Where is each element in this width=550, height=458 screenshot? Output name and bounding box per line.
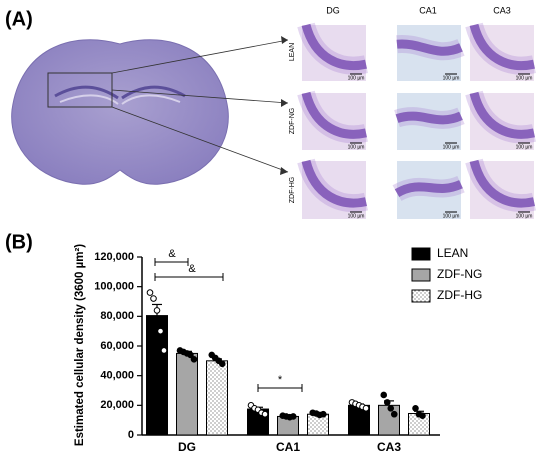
column-header: DG	[326, 5, 340, 15]
micrographs: 100 µm 100 µm 100 µm 100 µm 100 µm 100 µm 100 …	[297, 22, 536, 219]
legend-swatch	[411, 247, 431, 261]
data-point	[319, 410, 327, 418]
scale-label: 100 µm	[443, 75, 460, 81]
data-point	[150, 295, 157, 302]
y-tick-label: 80,000	[100, 310, 134, 322]
scale-label: 100 µm	[348, 213, 365, 219]
cell-layer	[396, 39, 463, 56]
y-axis-label: Estimated cellular density (3600 µm²)	[74, 244, 86, 446]
legend-label: ZDF-NG	[437, 267, 482, 281]
data-point	[190, 356, 198, 363]
cell-layer	[395, 111, 463, 125]
data-point	[160, 347, 168, 354]
cell-layer	[465, 158, 536, 212]
bar	[176, 352, 198, 436]
significance-label: &	[168, 248, 176, 260]
data-point	[157, 327, 164, 335]
y-tick-label: 60,000	[100, 340, 134, 352]
data-point	[218, 360, 226, 368]
cell-layer	[297, 90, 368, 144]
data-point	[261, 410, 269, 418]
bar	[146, 315, 168, 436]
cell-layer	[394, 179, 463, 198]
cell-layer	[465, 90, 536, 144]
brain-section	[11, 36, 289, 185]
legend-swatch	[411, 289, 431, 303]
column-header: CA1	[419, 5, 437, 15]
legend-label: ZDF-HG	[437, 288, 482, 302]
legend-label: LEAN	[437, 246, 468, 260]
row-header: LEAN	[289, 43, 296, 61]
panel-label: (B)	[5, 231, 33, 253]
x-tick-label: CA3	[377, 440, 401, 454]
data-point	[383, 399, 391, 406]
y-tick-label: 40,000	[100, 370, 134, 382]
cell-layer	[469, 23, 535, 70]
scale-label: 100 µm	[443, 213, 460, 219]
cell-layer	[301, 23, 367, 70]
cell-layer	[465, 22, 536, 75]
panel-label: (A)	[5, 8, 33, 30]
y-tick-label: 0	[128, 429, 134, 441]
cell-layer	[469, 91, 535, 139]
row-header: ZDF-NG	[289, 108, 296, 134]
cell-layer	[396, 35, 465, 61]
scale-label: 100 µm	[348, 144, 365, 150]
scale-label: 100 µm	[516, 144, 533, 150]
significance-label: &	[188, 263, 196, 275]
x-tick-label: DG	[178, 440, 196, 454]
y-tick-label: 120,000	[94, 251, 134, 263]
x-tick-label: CA1	[276, 440, 300, 454]
scale-label: 100 µm	[516, 75, 533, 81]
legend-swatch	[411, 268, 431, 282]
bar	[206, 360, 228, 436]
data-point	[362, 405, 370, 412]
data-point	[380, 391, 388, 399]
significance-label: *	[278, 374, 283, 386]
scale-label: 100 µm	[348, 75, 365, 81]
y-tick-label: 100,000	[94, 281, 134, 293]
column-header: CA3	[493, 5, 511, 15]
data-point	[146, 289, 154, 296]
cell-layer	[297, 22, 368, 75]
data-point	[419, 412, 426, 420]
row-header: ZDF-HG	[289, 177, 296, 203]
data-point	[187, 351, 194, 359]
scale-label: 100 µm	[443, 144, 460, 150]
cell-layer	[394, 107, 465, 129]
data-point	[289, 413, 297, 420]
cell-layer	[301, 159, 367, 208]
scale-label: 100 µm	[516, 213, 533, 219]
data-point	[412, 405, 419, 412]
cell-layer	[297, 158, 368, 212]
data-point	[387, 405, 395, 412]
data-point	[153, 307, 161, 314]
cell-layer	[469, 159, 535, 208]
cell-layer	[392, 175, 465, 202]
data-point	[390, 410, 398, 418]
y-tick-label: 20,000	[100, 399, 134, 411]
cell-layer	[301, 91, 367, 139]
